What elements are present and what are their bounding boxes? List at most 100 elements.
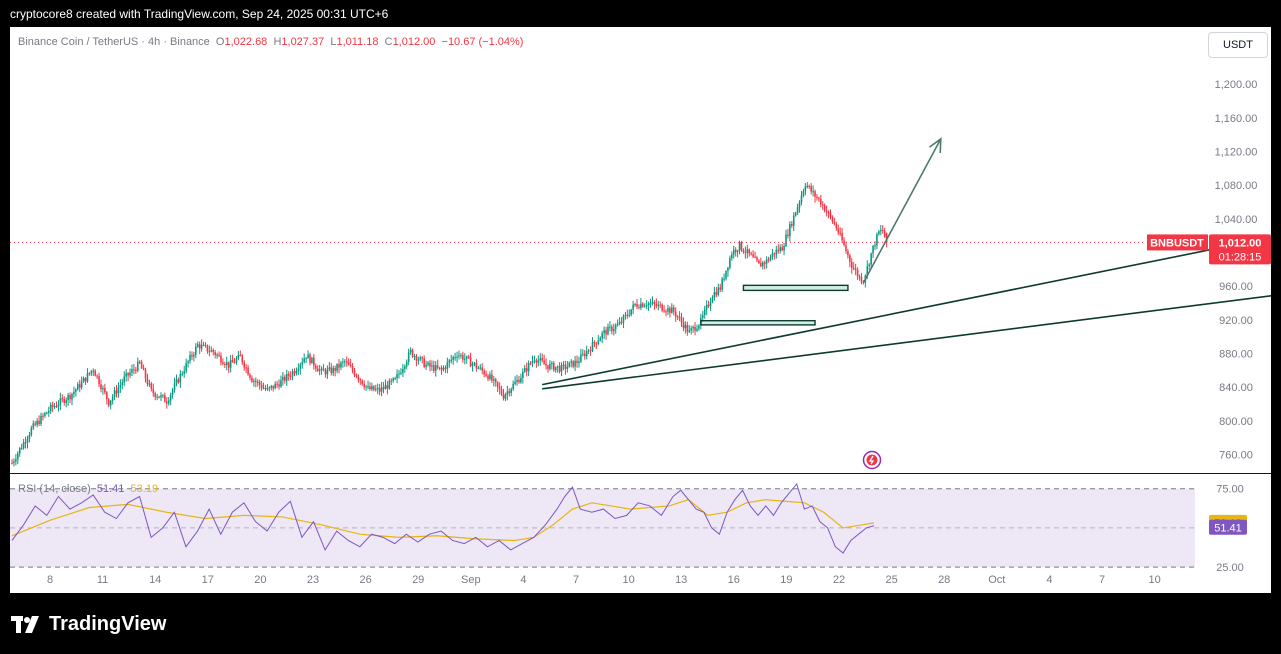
candle-body <box>440 367 443 370</box>
candle-body <box>779 247 781 252</box>
candle-body <box>812 191 814 193</box>
candle-body <box>378 388 381 392</box>
candle-body <box>297 369 300 371</box>
candle-body <box>880 230 882 232</box>
candle-body <box>195 346 197 355</box>
candle-body <box>802 191 805 196</box>
candle-body <box>796 207 799 213</box>
candle-body <box>729 258 731 268</box>
candle-body <box>564 364 567 369</box>
candle-body <box>858 276 861 278</box>
lightning-icon <box>868 455 875 465</box>
candle-body <box>742 249 745 253</box>
candle-body <box>162 395 164 397</box>
candle-body <box>514 381 516 384</box>
rsi-band <box>10 488 1195 568</box>
candle-body <box>338 364 340 368</box>
candle-body <box>823 205 826 212</box>
chart-frame[interactable]: 760.00800.00840.00880.00920.00960.001,00… <box>10 27 1271 593</box>
symbol-name: Binance Coin / TetherUS · 4h · Binance <box>18 36 210 48</box>
candle-body <box>409 349 412 353</box>
candle-body <box>703 309 706 316</box>
candle-body <box>225 362 228 366</box>
candle-body <box>498 386 501 390</box>
candle-body <box>425 364 427 367</box>
candle-body <box>115 390 118 394</box>
candle-body <box>125 373 127 377</box>
candle-body <box>531 360 534 364</box>
candle-body <box>773 253 776 255</box>
price-tick-label: 1,080.00 <box>1215 180 1258 192</box>
candle-body <box>669 308 671 313</box>
candle-body <box>262 387 265 389</box>
candle-body <box>30 427 33 435</box>
currency-button[interactable]: USDT <box>1208 32 1268 58</box>
open-label: O <box>215 36 225 48</box>
candle-body <box>65 400 67 403</box>
low-label: L <box>330 36 337 48</box>
candle-body <box>603 330 605 334</box>
candle-body <box>500 389 503 395</box>
candle-body <box>214 352 216 355</box>
candle-body <box>17 453 19 460</box>
candle-body <box>359 379 362 381</box>
candle-body <box>413 355 416 357</box>
candle-body <box>771 253 774 257</box>
candle-body <box>353 370 356 376</box>
candle-body <box>34 423 37 425</box>
time-tick-label: 23 <box>307 574 319 586</box>
time-tick-label: 29 <box>412 574 424 586</box>
chart-canvas[interactable]: 760.00800.00840.00880.00920.00960.001,00… <box>10 27 1271 593</box>
candle-body <box>396 374 398 379</box>
candle-body <box>94 370 97 376</box>
price-tick-label: 880.00 <box>1219 349 1253 361</box>
candle-body <box>222 362 224 364</box>
candle-body <box>854 268 857 270</box>
close-value: 1,012.00 <box>392 36 436 48</box>
candle-body <box>69 395 71 400</box>
candle-body <box>752 254 754 257</box>
candle-body <box>135 369 137 371</box>
candle-body <box>210 350 213 352</box>
tradingview-logo-icon <box>11 615 39 633</box>
time-tick-label: Sep <box>461 574 481 586</box>
candle-body <box>533 360 536 362</box>
rsi-level-label: 25.00 <box>1216 562 1244 574</box>
candle-body <box>686 324 689 332</box>
candle-body <box>256 381 259 383</box>
candle-body <box>154 393 156 397</box>
candle-body <box>227 362 230 368</box>
candle-body <box>86 373 89 382</box>
candle-body <box>301 362 304 365</box>
candle-body <box>634 304 636 306</box>
candle-body <box>80 381 83 388</box>
candle-body <box>173 383 176 390</box>
candle-body <box>417 359 420 361</box>
candle-body <box>798 202 801 208</box>
candle-body <box>758 260 760 264</box>
candle-body <box>494 379 497 383</box>
candle-body <box>355 375 358 377</box>
candle-body <box>388 380 391 389</box>
candle-body <box>92 370 95 372</box>
candle-body <box>373 386 375 390</box>
candle-body <box>123 376 126 383</box>
candle-body <box>303 358 305 363</box>
candle-body <box>860 277 863 282</box>
candle-body <box>71 393 73 400</box>
candle-body <box>750 253 752 255</box>
candle-body <box>487 375 489 379</box>
candle-body <box>636 304 638 307</box>
candle-body <box>36 420 38 425</box>
candle-body <box>169 394 172 401</box>
candle-body <box>167 400 170 404</box>
candle-body <box>684 324 687 329</box>
candle-body <box>736 250 739 253</box>
candle-body <box>411 349 414 357</box>
candle-body <box>572 361 574 367</box>
candle-body <box>477 368 480 370</box>
candle-body <box>663 310 665 312</box>
candle-body <box>328 367 331 370</box>
candle-body <box>152 388 155 394</box>
candle-body <box>883 230 886 237</box>
